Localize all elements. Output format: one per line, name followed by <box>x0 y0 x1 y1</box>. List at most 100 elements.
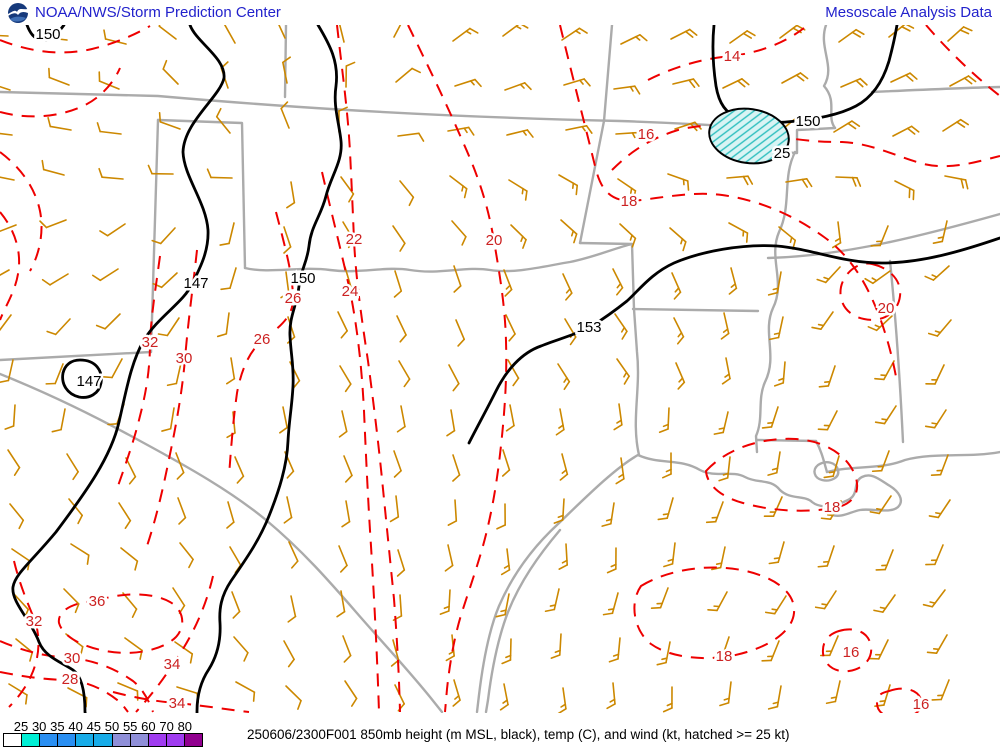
wind-barb <box>820 500 842 520</box>
wind-barb <box>718 456 731 482</box>
site-title[interactable]: NOAA/NWS/Storm Prediction Center <box>35 4 281 21</box>
wind-barb <box>606 682 616 710</box>
legend-cell <box>94 733 113 747</box>
wind-barb <box>870 225 889 247</box>
wind-barb <box>444 544 454 572</box>
wind-barb <box>508 179 528 201</box>
wind-barb <box>124 637 143 660</box>
wind-barb <box>922 589 946 608</box>
wind-barb <box>280 101 290 129</box>
wind-barb <box>619 223 637 248</box>
wind-barb <box>721 357 731 385</box>
temperature-contours <box>0 24 1000 720</box>
wind-barb <box>41 159 65 176</box>
wind-barb <box>927 319 952 337</box>
legend-cell <box>130 733 149 747</box>
wind-barb <box>455 319 466 347</box>
temp-contour-label: 18 <box>824 499 841 516</box>
wind-barb <box>602 592 619 616</box>
wind-barb <box>942 118 970 132</box>
wind-barb <box>220 267 237 291</box>
legend-tick: 80 <box>177 719 193 734</box>
wind-barb <box>557 363 571 391</box>
temp-contour-label: 36 <box>89 593 106 610</box>
wind-barb <box>662 686 673 713</box>
height-contours <box>11 23 1000 750</box>
wind-barb <box>338 545 348 573</box>
wind-barb <box>720 312 730 340</box>
wind-barb <box>48 67 70 86</box>
wind-barb <box>279 406 288 434</box>
wind-barb <box>453 265 462 293</box>
wind-barb <box>7 449 21 476</box>
wind-barb <box>671 272 682 300</box>
legend-tick: 50 <box>104 719 120 734</box>
wind-barb <box>925 364 945 385</box>
wind-barb <box>8 683 28 705</box>
wind-barb <box>285 685 302 710</box>
legend-cell <box>22 733 41 747</box>
wind-barb <box>705 501 724 524</box>
wind-barb <box>869 495 892 515</box>
wind-barb <box>673 317 685 345</box>
wind-barb <box>162 59 179 85</box>
wind-barb <box>672 78 700 89</box>
wind-barb <box>864 270 891 285</box>
wind-barb <box>179 542 194 569</box>
wind-legend-colorbar <box>3 733 204 747</box>
wind-barb <box>931 679 950 701</box>
wind-barb <box>280 271 290 299</box>
wind-barb <box>873 594 896 613</box>
wind-barb <box>91 268 119 282</box>
wind-barb <box>558 174 579 196</box>
wind-barb <box>392 225 406 252</box>
wind-barb <box>928 499 951 519</box>
wind-barb <box>342 221 355 249</box>
wind-barb <box>70 543 90 565</box>
wind-barb <box>924 265 950 281</box>
wind-barb <box>287 595 297 623</box>
wind-barb <box>342 635 352 663</box>
wind-barb <box>216 312 230 338</box>
wind-barb <box>338 410 348 438</box>
wind-barb <box>888 23 915 38</box>
wind-barb <box>930 454 949 476</box>
wind-barb <box>161 407 175 432</box>
wind-barb <box>670 28 698 40</box>
wind-barb <box>892 125 920 137</box>
wind-barb <box>439 589 451 615</box>
wind-barb <box>501 638 512 665</box>
wind-barb <box>234 456 245 484</box>
wind-barb <box>495 593 510 618</box>
wind-barb <box>102 358 123 379</box>
wind-barb <box>667 173 690 191</box>
wind-barb <box>283 640 295 668</box>
wind-barb <box>496 503 506 530</box>
temp-contour-label: 22 <box>346 231 363 248</box>
height-contour-label: 25 <box>774 145 791 162</box>
wind-barb <box>47 116 72 131</box>
wind-barb <box>396 315 407 343</box>
wind-barb <box>840 77 868 88</box>
legend-cell <box>148 733 167 747</box>
height-contour-label: 150 <box>290 270 315 287</box>
wind-barb <box>98 167 124 180</box>
temp-contour-label: 14 <box>724 48 741 65</box>
wind-barb <box>868 639 889 660</box>
height-contour-label: 150 <box>795 113 820 130</box>
wind-barb <box>564 318 577 346</box>
wind-barb <box>867 315 893 332</box>
wind-barb <box>613 85 641 95</box>
temp-contour-label: 16 <box>913 696 930 713</box>
wind-barb <box>924 409 947 429</box>
wind-barb <box>833 120 861 133</box>
wind-barb <box>657 497 674 521</box>
legend-cell <box>40 733 59 747</box>
legend-tick: 35 <box>50 719 65 734</box>
wind-barb <box>555 408 565 436</box>
legend-cell <box>76 733 95 747</box>
wind-barb <box>446 409 456 437</box>
wind-barb <box>947 26 973 42</box>
wind-barb <box>122 592 138 618</box>
